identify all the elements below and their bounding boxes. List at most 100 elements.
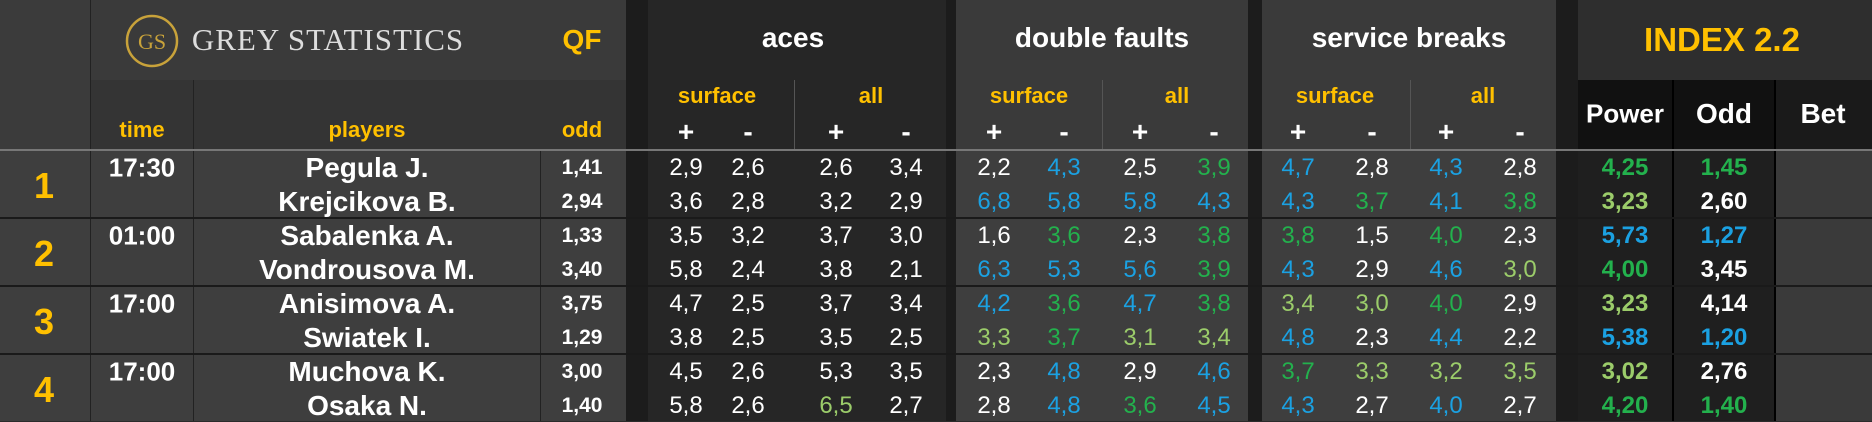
minus-header: -: [743, 116, 753, 147]
stat-value: 3,6: [1047, 290, 1081, 317]
stat-value: 2,7: [889, 392, 923, 419]
stat-value: 3,6: [1047, 222, 1081, 249]
stat-value: 4,8: [1047, 392, 1081, 419]
stat-value: 4,0: [1429, 392, 1463, 419]
stat-value: 5,3: [1047, 256, 1081, 283]
stat-value: 2,6: [731, 154, 765, 181]
stat-value: 4,3: [1281, 392, 1315, 419]
stat-value: 3,0: [1503, 256, 1537, 283]
stat-value: 3,8: [1197, 222, 1231, 249]
row-separator: [0, 149, 1872, 151]
match-time: 01:00: [108, 220, 176, 251]
stat-value: 3,3: [977, 324, 1011, 351]
power-value: 4,25: [1601, 154, 1649, 181]
col-players: players: [328, 117, 406, 142]
odd2-header-bg: [1674, 80, 1774, 150]
player-odd: 1,41: [561, 156, 603, 179]
stat-value: 2,7: [1503, 392, 1537, 419]
stat-value: 2,5: [889, 324, 923, 351]
plus-header: +: [985, 116, 1003, 147]
stat-value: 4,7: [1123, 290, 1157, 317]
stat-value: 3,4: [889, 290, 923, 317]
plus-header: +: [827, 116, 845, 147]
player-name: Krejcikova B.: [278, 186, 456, 217]
index-header-bg: [1578, 0, 1872, 80]
stat-value: 3,2: [1429, 358, 1463, 385]
stat-value: 1,6: [977, 222, 1011, 249]
stat-value: 3,9: [1197, 154, 1231, 181]
stat-value: 4,8: [1281, 324, 1315, 351]
stat-value: 4,0: [1429, 222, 1463, 249]
stat-value: 2,9: [889, 188, 923, 215]
stat-value: 4,2: [977, 290, 1011, 317]
col-power: Power: [1585, 98, 1665, 129]
row-separator: [0, 217, 1872, 219]
power-header-bg: [1578, 80, 1672, 150]
stat-value: 3,7: [819, 290, 853, 317]
double-faults-header: double faults: [1014, 22, 1190, 53]
player-name: Vondrousova M.: [259, 254, 475, 285]
stat-value: 3,5: [669, 222, 703, 249]
stat-value: 4,5: [1197, 392, 1231, 419]
odd2-value: 1,45: [1700, 154, 1748, 181]
sb-header-bg: [1262, 0, 1556, 150]
stat-value: 3,7: [1355, 188, 1389, 215]
col-bet: Bet: [1800, 98, 1846, 129]
power-value: 5,38: [1601, 324, 1649, 351]
stat-value: 4,6: [1429, 256, 1463, 283]
row-separator: [0, 353, 1872, 355]
player-name: Osaka N.: [307, 390, 427, 421]
col-time: time: [119, 117, 165, 142]
power-value: 4,20: [1601, 392, 1649, 419]
stat-value: 6,5: [819, 392, 853, 419]
player-odd: 2,94: [561, 190, 603, 213]
stat-value: 2,3: [1123, 222, 1157, 249]
stat-value: 3,4: [1197, 324, 1231, 351]
separator: [1672, 80, 1674, 421]
brand-name: GREY STATISTICS: [191, 22, 465, 57]
stat-value: 4,1: [1429, 188, 1463, 215]
odd2-value: 4,14: [1700, 290, 1748, 317]
stat-value: 4,3: [1197, 188, 1231, 215]
match-time: 17:00: [108, 288, 176, 319]
header-cols-bg: [90, 80, 626, 150]
stat-value: 4,8: [1047, 358, 1081, 385]
stat-value: 2,8: [977, 392, 1011, 419]
stat-value: 3,0: [889, 222, 923, 249]
stat-value: 2,6: [731, 358, 765, 385]
player-odd: 1,29: [561, 326, 603, 349]
index-title: INDEX 2.2: [1644, 21, 1800, 58]
stat-value: 2,9: [1123, 358, 1157, 385]
stat-value: 2,4: [731, 256, 765, 283]
stat-value: 3,7: [1047, 324, 1081, 351]
plus-header: +: [1437, 116, 1455, 147]
power-value: 3,23: [1601, 188, 1649, 215]
player-name: Muchova K.: [288, 356, 446, 387]
plus-header: +: [1289, 116, 1307, 147]
gs-logo-icon: GS: [125, 14, 179, 68]
minus-header: -: [1059, 116, 1069, 147]
odd2-value: 1,40: [1700, 392, 1748, 419]
stat-value: 2,2: [977, 154, 1011, 181]
minus-header: -: [1209, 116, 1219, 147]
stat-value: 3,7: [819, 222, 853, 249]
player-odd: 1,40: [561, 394, 603, 417]
stat-value: 3,8: [819, 256, 853, 283]
odd2-value: 2,76: [1700, 358, 1748, 385]
stat-value: 5,8: [669, 256, 703, 283]
separator: [1556, 0, 1578, 421]
power-value: 5,73: [1601, 222, 1649, 249]
stat-value: 2,6: [819, 154, 853, 181]
stat-value: 2,1: [889, 256, 923, 283]
stat-value: 3,1: [1123, 324, 1157, 351]
minus-header: -: [1515, 116, 1525, 147]
odd2-value: 3,45: [1700, 256, 1748, 283]
stat-value: 2,9: [669, 154, 703, 181]
subheader-surface: surface: [989, 83, 1069, 108]
player-odd: 3,75: [561, 292, 603, 315]
stat-value: 4,6: [1197, 358, 1231, 385]
separator: [794, 80, 795, 150]
player-odd: 3,40: [561, 258, 603, 281]
separator: [946, 0, 956, 421]
match-time: 17:30: [108, 152, 176, 183]
